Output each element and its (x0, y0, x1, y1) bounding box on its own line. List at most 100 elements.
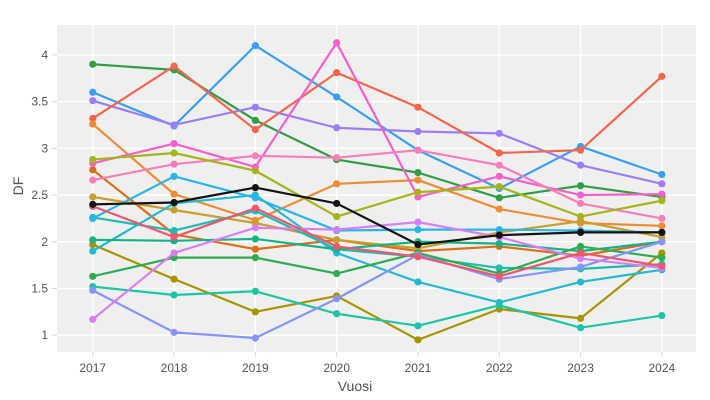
series-3-point[interactable] (495, 129, 503, 137)
series-4-point[interactable] (658, 72, 666, 80)
series-11-point[interactable] (576, 314, 585, 322)
series-12-point[interactable] (495, 264, 503, 272)
series-9-point[interactable] (251, 167, 259, 175)
series-5-point[interactable] (170, 190, 178, 198)
series-4-point[interactable] (414, 103, 422, 111)
series-10-point[interactable] (89, 193, 97, 201)
series-1-point[interactable] (495, 194, 503, 202)
series-20-point[interactable] (495, 272, 503, 280)
series-1-line[interactable] (91, 63, 663, 199)
series-8-point[interactable] (89, 176, 97, 184)
series-20-point[interactable] (658, 262, 666, 270)
series-3-line[interactable] (91, 99, 663, 185)
series-18-point[interactable] (89, 286, 97, 294)
series-21-point[interactable] (658, 228, 666, 237)
series-16-point[interactable] (333, 269, 341, 278)
series-10-point[interactable] (576, 217, 585, 225)
series-9-point[interactable] (333, 212, 341, 221)
series-15-point[interactable] (495, 240, 503, 248)
series-11-line[interactable] (91, 243, 663, 341)
series-5-point[interactable] (89, 120, 97, 128)
series-17-point[interactable] (576, 324, 585, 332)
series-13-line[interactable] (91, 193, 663, 304)
series-17-line[interactable] (91, 285, 663, 329)
series-21-point[interactable] (251, 183, 259, 192)
series-19-point[interactable] (333, 226, 341, 234)
series-21-line[interactable] (91, 186, 663, 246)
series-10-line[interactable] (91, 195, 663, 250)
series-8-point[interactable] (333, 154, 341, 162)
series-2-point[interactable] (333, 93, 341, 101)
series-4-point[interactable] (251, 126, 259, 134)
series-21-point[interactable] (576, 228, 585, 237)
series-4-line[interactable] (91, 65, 663, 155)
series-4-point[interactable] (576, 146, 585, 154)
series-21-point[interactable] (414, 240, 422, 249)
series-3-point[interactable] (170, 121, 178, 129)
series-17-point[interactable] (414, 322, 422, 330)
series-14-point[interactable] (414, 226, 422, 234)
series-19-point[interactable] (89, 315, 97, 323)
series-10-point[interactable] (333, 236, 341, 244)
series-4-point[interactable] (89, 114, 97, 123)
series-4-point[interactable] (170, 62, 178, 70)
series-3-point[interactable] (576, 161, 585, 169)
series-15-point[interactable] (251, 235, 259, 243)
series-9-point[interactable] (495, 183, 503, 191)
series-5-point[interactable] (333, 180, 341, 188)
series-1-point[interactable] (89, 60, 97, 68)
series-9-point[interactable] (658, 197, 666, 205)
series-13-point[interactable] (414, 278, 422, 286)
series-13-point[interactable] (576, 278, 585, 286)
series-20-line[interactable] (91, 205, 663, 278)
series-2-line[interactable] (91, 44, 663, 190)
series-20-point[interactable] (414, 253, 422, 261)
series-11-point[interactable] (414, 336, 422, 344)
series-19-point[interactable] (170, 249, 178, 257)
series-3-point[interactable] (333, 124, 341, 132)
series-1-point[interactable] (576, 182, 585, 190)
series-17-point[interactable] (658, 311, 666, 320)
series-12-point[interactable] (170, 226, 178, 235)
series-20-point[interactable] (333, 242, 341, 251)
series-3-point[interactable] (89, 97, 97, 105)
series-16-point[interactable] (658, 254, 666, 262)
series-6-point[interactable] (89, 166, 97, 174)
series-8-point[interactable] (576, 199, 585, 208)
series-19-point[interactable] (414, 218, 422, 226)
series-4-point[interactable] (495, 149, 503, 157)
plot-area[interactable] (57, 25, 696, 352)
series-14-point[interactable] (170, 172, 178, 180)
series-5-point[interactable] (414, 176, 422, 184)
series-14-point[interactable] (89, 214, 97, 222)
series-15-point[interactable] (89, 236, 97, 244)
series-2-point[interactable] (89, 88, 97, 96)
series-18-point[interactable] (658, 238, 666, 246)
series-19-point[interactable] (576, 254, 585, 263)
series-7-point[interactable] (170, 140, 178, 148)
series-7-point[interactable] (333, 39, 341, 47)
series-7-line[interactable] (91, 41, 663, 199)
series-18-point[interactable] (251, 334, 259, 342)
series-6-point[interactable] (251, 245, 259, 253)
series-9-line[interactable] (91, 151, 663, 218)
series-20-point[interactable] (576, 249, 585, 257)
series-21-point[interactable] (333, 199, 341, 208)
series-7-point[interactable] (658, 190, 666, 198)
series-9-point[interactable] (170, 149, 178, 157)
series-14-point[interactable] (495, 226, 503, 234)
series-13-point[interactable] (89, 247, 97, 255)
series-18-point[interactable] (170, 328, 178, 336)
series-9-point[interactable] (89, 155, 97, 164)
series-8-point[interactable] (495, 161, 503, 169)
series-19-line[interactable] (91, 221, 663, 321)
series-4-point[interactable] (333, 69, 341, 77)
series-8-point[interactable] (251, 152, 259, 160)
series-5-point[interactable] (658, 222, 666, 230)
series-1-point[interactable] (414, 169, 422, 177)
series-16-point[interactable] (576, 242, 585, 251)
series-16-line[interactable] (91, 245, 663, 278)
series-8-point[interactable] (170, 160, 178, 168)
series-17-point[interactable] (251, 287, 259, 295)
